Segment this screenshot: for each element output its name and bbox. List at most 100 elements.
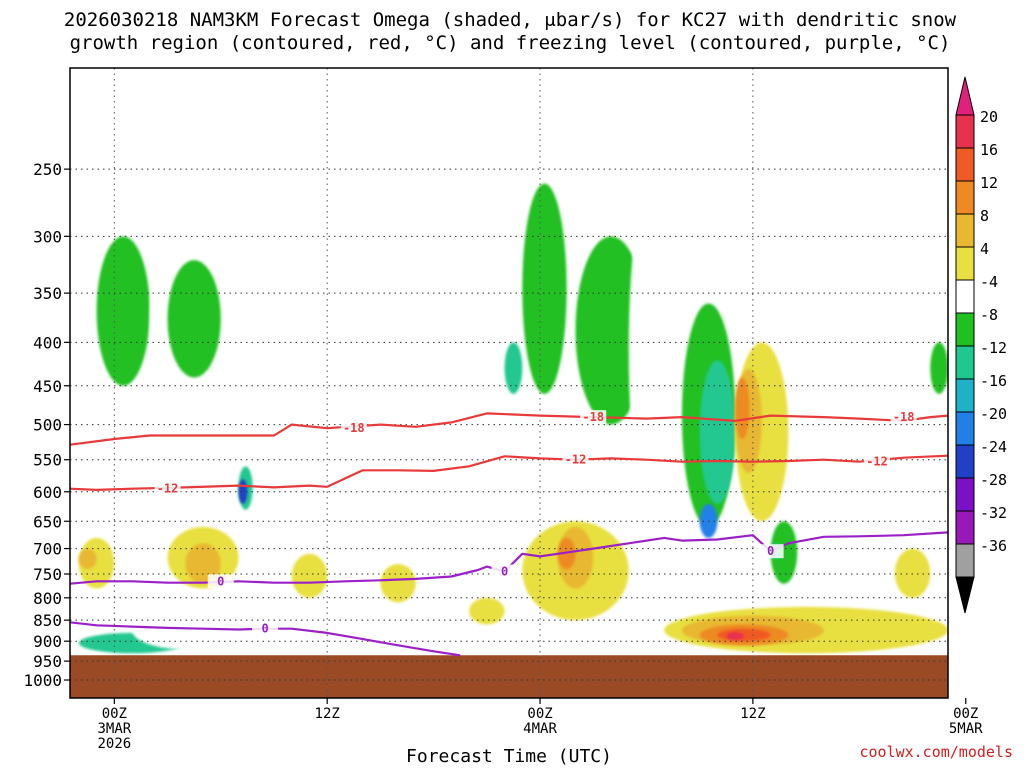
colorbar-label: -8: [980, 306, 998, 324]
colorbar-label: -16: [980, 372, 1007, 390]
contour-label-bg: [252, 621, 279, 636]
colorbar-swatch: [955, 279, 975, 314]
colorbar-label: -12: [980, 339, 1007, 357]
omega-shading-layer: [78, 86, 948, 654]
omega-shaded-region: [894, 548, 931, 598]
contour-label-bg: [864, 454, 891, 469]
x-tick-label: 3MAR: [97, 721, 131, 737]
y-tick-label: 800: [33, 589, 62, 608]
colorbar: 20 16 12 8 4 -4 -8 -12 -16 -20 -24 -28 -32 -36: [955, 76, 1007, 614]
colorbar-swatch: [955, 180, 975, 215]
omega-shaded-region: [185, 543, 221, 584]
omega-shaded-region: [717, 628, 771, 642]
y-tick-label: 250: [33, 160, 62, 179]
plot-frame: [69, 67, 949, 699]
colorbar-label: 12: [980, 174, 998, 192]
omega-shaded-region: [344, 236, 381, 440]
y-tick-label: 350: [33, 284, 62, 303]
colorbar-swatch: [955, 378, 975, 413]
colorbar-label: -36: [980, 537, 1007, 555]
contour-label: 0: [217, 574, 224, 588]
contour-label: -12: [866, 455, 888, 469]
colorbar-label: -4: [980, 273, 998, 291]
contour-label: -12: [565, 453, 587, 467]
colorbar-label: 20: [980, 108, 998, 126]
colorbar-swatch: [955, 477, 975, 512]
y-tick-label: 500: [33, 416, 62, 435]
omega-shaded-region: [522, 183, 567, 394]
contour-label-bg: [207, 574, 234, 589]
omega-shaded-region: [469, 597, 505, 625]
colorbar-label: -28: [980, 471, 1007, 489]
colorbar-swatch: [955, 213, 975, 248]
omega-shaded-region: [78, 548, 97, 570]
colorbar-label: -20: [980, 405, 1007, 423]
contour-layer: -18 -18 -18 -12 -12 -12 0 0 0 0: [70, 410, 948, 657]
contour-label-bg: [890, 410, 917, 425]
colorbar-bottom-arrow: [955, 576, 975, 614]
omega-shaded-region: [380, 564, 416, 603]
contour-label: 0: [261, 622, 268, 636]
contour-label: -18: [582, 410, 604, 424]
y-tick-label: 650: [33, 512, 62, 531]
colorbar-label: 16: [980, 141, 998, 159]
contour-label: -18: [343, 421, 365, 435]
omega-shaded-region: [735, 377, 750, 440]
colorbar-swatch: [955, 147, 975, 182]
x-tick-label: 12Z: [740, 706, 765, 722]
omega-shaded-region: [806, 236, 842, 460]
contour-label: -12: [157, 482, 179, 496]
colorbar-label: 8: [980, 207, 989, 225]
y-tick-label: 900: [33, 632, 62, 651]
y-tick-label: 1000: [23, 671, 62, 690]
colorbar-swatch: [955, 345, 975, 380]
colorbar-swatch: [955, 444, 975, 479]
credit-link[interactable]: coolwx.com/models: [859, 743, 1013, 761]
colorbar-swatch: [955, 543, 975, 578]
y-tick-label: 400: [33, 333, 62, 352]
y-tick-label: 550: [33, 451, 62, 470]
colorbar-label: -24: [980, 438, 1007, 456]
y-tick-label: 300: [33, 227, 62, 246]
x-tick-label: 00Z: [953, 706, 978, 722]
x-tick-label: 00Z: [102, 706, 127, 722]
contour-line: [70, 454, 948, 491]
grid-layer: [70, 68, 948, 698]
x-tick-label: 2026: [97, 736, 131, 752]
y-tick-label: 850: [33, 611, 62, 630]
contour-label-bg: [340, 421, 367, 436]
x-tick-label: 12Z: [315, 706, 340, 722]
contour-label: -18: [893, 410, 915, 424]
contour-label: 0: [767, 544, 774, 558]
omega-shaded-region: [859, 293, 913, 425]
contour-label-bg: [491, 564, 518, 579]
contour-label-bg: [154, 481, 181, 496]
omega-shaded-region: [699, 360, 736, 504]
colorbar-swatch: [955, 510, 975, 545]
chart-title-line-2: growth region (contoured, red, °C) and f…: [70, 32, 951, 54]
omega-shaded-region: [291, 553, 328, 598]
colorbar-top-arrow: [955, 76, 975, 116]
y-tick-label: 700: [33, 540, 62, 559]
colorbar-label: 4: [980, 240, 989, 258]
x-tick-label: 4MAR: [523, 721, 557, 737]
contour-line: [70, 412, 948, 446]
y-tick-label: 450: [33, 377, 62, 396]
colorbar-swatch: [955, 246, 975, 281]
y-axis-ticks: 250 300 350 400 450 500 550 600 650 700 750 800 850 9…: [23, 160, 70, 690]
plot-area: -18 -18 -18 -12 -12 -12 0 0 0 0: [70, 68, 948, 698]
colorbar-swatch: [955, 312, 975, 347]
omega-shaded-region: [96, 236, 150, 386]
omega-shaded-region: [575, 236, 647, 425]
omega-shaded-region: [132, 611, 239, 650]
contour-label-bg: [757, 544, 784, 559]
y-tick-label: 950: [33, 652, 62, 671]
x-tick-label: 5MAR: [949, 721, 983, 737]
y-tick-label: 750: [33, 565, 62, 584]
contour-label-bg: [562, 452, 589, 467]
y-tick-label: 600: [33, 483, 62, 502]
omega-shaded-region: [167, 260, 221, 378]
ground-below-surface: [70, 655, 948, 698]
